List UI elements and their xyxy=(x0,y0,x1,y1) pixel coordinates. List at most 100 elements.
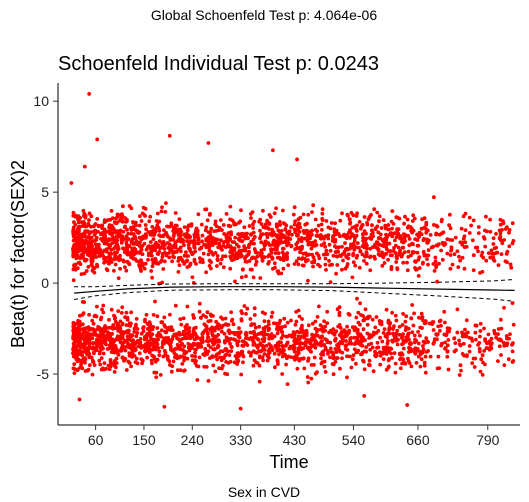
residual-point xyxy=(423,354,428,359)
residual-point xyxy=(362,215,367,219)
residual-point xyxy=(370,317,375,322)
residual-point xyxy=(448,253,453,257)
residual-point xyxy=(412,311,416,316)
residual-point xyxy=(507,336,511,341)
residual-point xyxy=(87,92,92,96)
residual-point xyxy=(331,355,336,360)
residual-point xyxy=(345,324,349,329)
residual-point xyxy=(134,223,138,228)
residual-point xyxy=(354,315,359,320)
residual-point xyxy=(315,329,319,334)
residual-point xyxy=(423,319,428,323)
residual-point xyxy=(505,260,509,265)
residual-point xyxy=(416,330,420,334)
residual-point xyxy=(132,346,137,351)
residual-point xyxy=(118,266,122,271)
residual-point xyxy=(214,224,219,229)
residual-point xyxy=(129,334,134,339)
residual-point xyxy=(177,263,182,267)
residual-point xyxy=(454,348,458,352)
residual-point xyxy=(280,351,285,355)
residual-point xyxy=(301,330,306,335)
residual-point xyxy=(377,253,382,258)
residual-point xyxy=(108,359,113,364)
residual-point xyxy=(107,223,112,228)
residual-point xyxy=(77,324,82,328)
residual-point xyxy=(215,257,220,262)
residual-point xyxy=(292,205,297,210)
residual-point xyxy=(474,337,478,342)
residual-point xyxy=(399,351,404,355)
residual-point xyxy=(196,241,201,246)
residual-point xyxy=(378,232,383,237)
residual-point xyxy=(371,369,376,374)
residual-point xyxy=(145,341,150,346)
ci-upper-line xyxy=(74,279,515,288)
residual-point xyxy=(390,209,395,214)
residual-point xyxy=(394,318,399,323)
residual-point xyxy=(261,255,266,259)
residual-point xyxy=(306,230,311,235)
residual-point xyxy=(344,246,349,251)
residual-point xyxy=(289,355,293,359)
residual-point xyxy=(364,254,369,259)
residual-point xyxy=(193,351,197,355)
residual-point xyxy=(270,310,275,315)
residual-point xyxy=(455,307,460,312)
residual-point xyxy=(353,224,357,229)
residual-point xyxy=(229,345,234,349)
residual-point xyxy=(446,367,451,372)
residual-point xyxy=(505,225,509,230)
residual-point xyxy=(208,345,213,350)
residual-point xyxy=(285,254,289,259)
residual-point xyxy=(381,357,386,361)
residual-point xyxy=(188,261,193,266)
residual-point xyxy=(328,340,333,345)
residual-point xyxy=(309,246,314,251)
residual-point xyxy=(435,243,440,248)
residual-point xyxy=(316,253,321,258)
residual-point xyxy=(467,344,472,348)
residual-point xyxy=(182,369,186,373)
residual-point xyxy=(204,270,209,275)
residual-point xyxy=(129,338,134,343)
residual-point xyxy=(431,262,436,266)
residual-point xyxy=(388,232,393,236)
residual-point xyxy=(344,343,349,348)
residual-point xyxy=(433,255,438,260)
residual-point xyxy=(72,229,77,233)
residual-point xyxy=(426,262,430,267)
residual-point xyxy=(337,313,342,318)
residual-point xyxy=(166,357,170,362)
residual-point xyxy=(226,337,231,341)
residual-point xyxy=(79,253,84,258)
residual-point xyxy=(94,244,99,249)
residual-point xyxy=(499,326,504,331)
residual-point xyxy=(280,372,285,376)
residual-point xyxy=(216,344,221,349)
residual-point xyxy=(126,331,130,335)
residual-point xyxy=(510,360,515,364)
residual-point xyxy=(232,246,237,251)
residual-point xyxy=(405,217,410,222)
residual-point xyxy=(298,215,303,220)
residual-point xyxy=(394,235,399,240)
residual-point xyxy=(120,342,125,347)
residual-point xyxy=(504,334,509,338)
residual-point xyxy=(510,342,514,347)
residual-point xyxy=(245,253,250,258)
residual-point xyxy=(481,235,486,240)
residual-point xyxy=(189,222,194,227)
residual-point xyxy=(288,237,293,241)
residual-point xyxy=(224,212,229,216)
residual-point xyxy=(157,229,162,233)
residual-point xyxy=(265,358,270,363)
residual-point xyxy=(410,251,415,255)
residual-point xyxy=(265,332,270,337)
residual-point xyxy=(213,369,218,374)
residual-point xyxy=(95,217,100,221)
residual-point xyxy=(392,332,397,337)
residual-point xyxy=(447,223,451,228)
residual-point xyxy=(142,241,147,246)
residual-point xyxy=(311,264,315,269)
